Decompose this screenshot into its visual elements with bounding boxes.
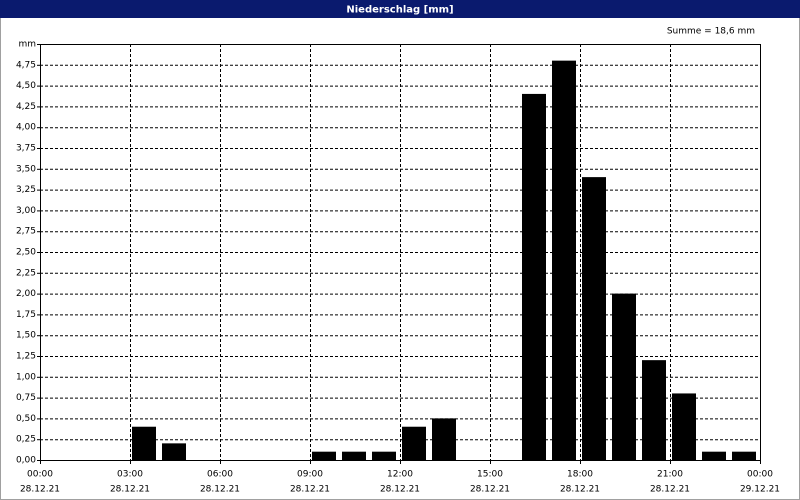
bar bbox=[132, 426, 156, 460]
x-tick-date: 28.12.21 bbox=[470, 485, 510, 495]
x-tick-date: 28.12.21 bbox=[200, 485, 240, 495]
bar bbox=[402, 426, 426, 460]
bar bbox=[372, 451, 396, 460]
x-tick-date: 28.12.21 bbox=[650, 485, 690, 495]
y-tick-label: 1,50 bbox=[16, 331, 36, 341]
plot: 0,00 0,25 0,50 0,75 1,00 1,25 1,50 1,75 2,00 2,25… bbox=[16, 40, 780, 495]
y-tick-label: 2,50 bbox=[16, 248, 36, 258]
bar bbox=[552, 60, 576, 460]
annotation: Summe = 18,6 mm bbox=[667, 27, 755, 37]
x-tick-label: 15:00 bbox=[477, 470, 503, 480]
x-tick-label: 18:00 bbox=[567, 470, 593, 480]
bar bbox=[342, 451, 366, 460]
y-tick-label: 3,50 bbox=[16, 164, 36, 174]
bar bbox=[162, 443, 186, 460]
x-tick-date: 28.12.21 bbox=[560, 485, 600, 495]
y-tick-label: 0,25 bbox=[16, 435, 36, 445]
x-tick-label: 12:00 bbox=[387, 470, 413, 480]
bar bbox=[702, 451, 726, 460]
y-tick-label: 3,00 bbox=[16, 206, 36, 216]
x-tick-label: 00:00 bbox=[747, 470, 773, 480]
y-tick-label: 0,00 bbox=[16, 456, 36, 466]
x-tick-label: 00:00 bbox=[27, 470, 53, 480]
x-tick-date: 28.12.21 bbox=[20, 485, 60, 495]
window-title: Niederschlag [mm] bbox=[346, 5, 453, 16]
y-tick-label: 4,25 bbox=[16, 102, 36, 112]
y-tick-label: mm bbox=[18, 40, 36, 50]
y-tick-label: 2,75 bbox=[16, 227, 36, 237]
y-tick-label: 2,25 bbox=[16, 268, 36, 278]
x-tick-label: 09:00 bbox=[297, 470, 323, 480]
x-tick-date: 28.12.21 bbox=[110, 485, 150, 495]
y-tick-label: 3,25 bbox=[16, 185, 36, 195]
y-tick-label: 4,50 bbox=[16, 81, 36, 91]
bar bbox=[582, 177, 606, 460]
y-tick-label: 3,75 bbox=[16, 144, 36, 154]
x-tick-label: 03:00 bbox=[117, 470, 143, 480]
bar bbox=[672, 393, 696, 460]
x-tick-label: 06:00 bbox=[207, 470, 233, 480]
bar bbox=[312, 451, 336, 460]
bar bbox=[732, 451, 756, 460]
y-tick-label: 4,75 bbox=[16, 60, 36, 70]
x-tick-date: 28.12.21 bbox=[380, 485, 420, 495]
x-tick-date: 29.12.21 bbox=[740, 485, 780, 495]
title-bar bbox=[0, 0, 800, 18]
x-tick-label: 21:00 bbox=[657, 470, 683, 480]
y-tick-label: 2,00 bbox=[16, 289, 36, 299]
bar bbox=[432, 418, 456, 460]
y-tick-label: 0,50 bbox=[16, 414, 36, 424]
y-tick-label: 4,00 bbox=[16, 123, 36, 133]
y-tick-label: 0,75 bbox=[16, 393, 36, 403]
y-tick-label: 1,25 bbox=[16, 352, 36, 362]
x-tick-date: 28.12.21 bbox=[290, 485, 330, 495]
y-tick-label: 1,00 bbox=[16, 372, 36, 382]
bar bbox=[642, 360, 666, 460]
bar bbox=[522, 93, 546, 461]
y-tick-label: 1,75 bbox=[16, 310, 36, 320]
bar bbox=[612, 293, 636, 460]
plot-border bbox=[40, 44, 761, 461]
